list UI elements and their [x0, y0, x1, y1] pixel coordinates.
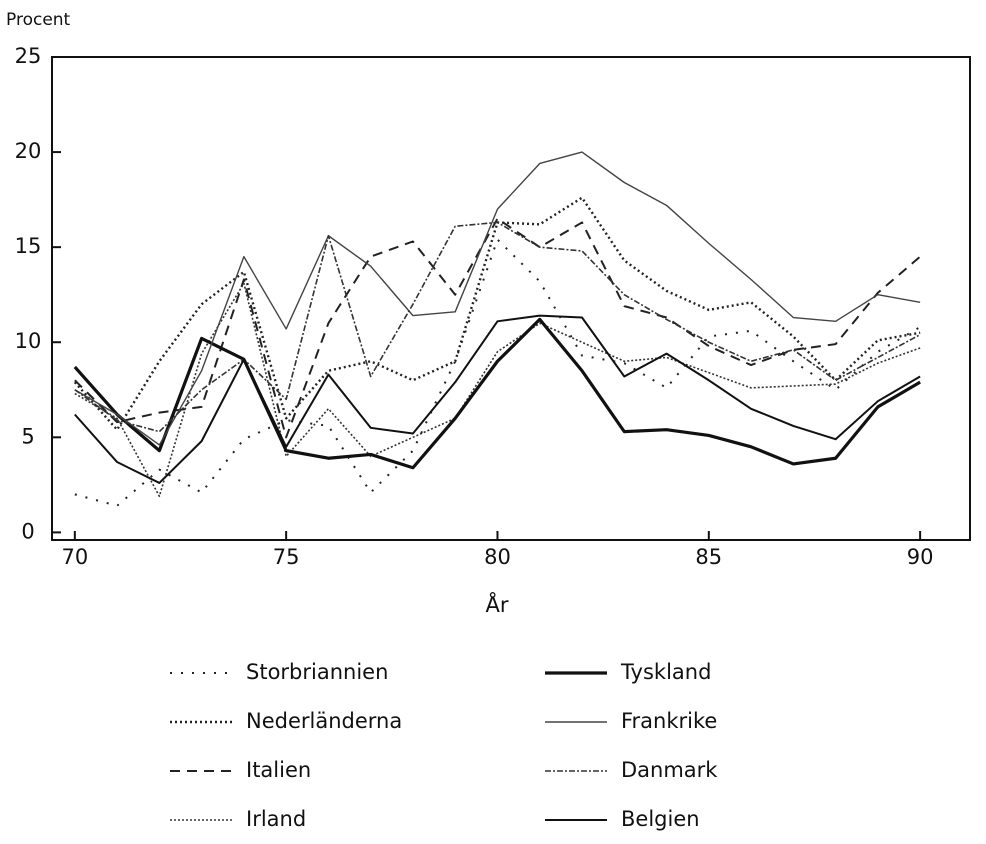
series-line [74, 282, 921, 498]
series-line [73, 196, 921, 431]
legend-label: Nederländerna [246, 709, 402, 733]
x-axis-label: År [486, 591, 509, 617]
y-tick-label: 10 [15, 329, 42, 353]
legend-label: Italien [246, 758, 311, 782]
legend-label: Irland [246, 807, 306, 831]
series-line [74, 151, 921, 446]
x-tick-label: 85 [695, 545, 722, 569]
series-line [74, 221, 921, 433]
legend-label: Belgien [621, 807, 700, 831]
series-line [73, 317, 921, 470]
legend-label: Danmark [621, 758, 718, 782]
x-tick-label: 75 [273, 545, 300, 569]
series-line [74, 238, 921, 507]
series-line [74, 217, 921, 439]
legend-label: Tyskland [620, 660, 711, 684]
x-tick-label: 90 [907, 545, 934, 569]
y-tick-label: 20 [15, 139, 42, 163]
series-line [74, 314, 921, 484]
legend-label: Frankrike [621, 709, 717, 733]
legend-label: Storbriannien [246, 660, 388, 684]
y-axis-label: Procent [6, 10, 71, 30]
x-tick-label: 70 [61, 545, 88, 569]
y-tick-label: 0 [21, 519, 34, 543]
x-tick-label: 80 [484, 545, 511, 569]
y-tick-label: 25 [15, 44, 42, 68]
y-tick-label: 15 [15, 234, 42, 258]
plot-frame [51, 56, 971, 541]
y-tick-label: 5 [21, 424, 34, 448]
